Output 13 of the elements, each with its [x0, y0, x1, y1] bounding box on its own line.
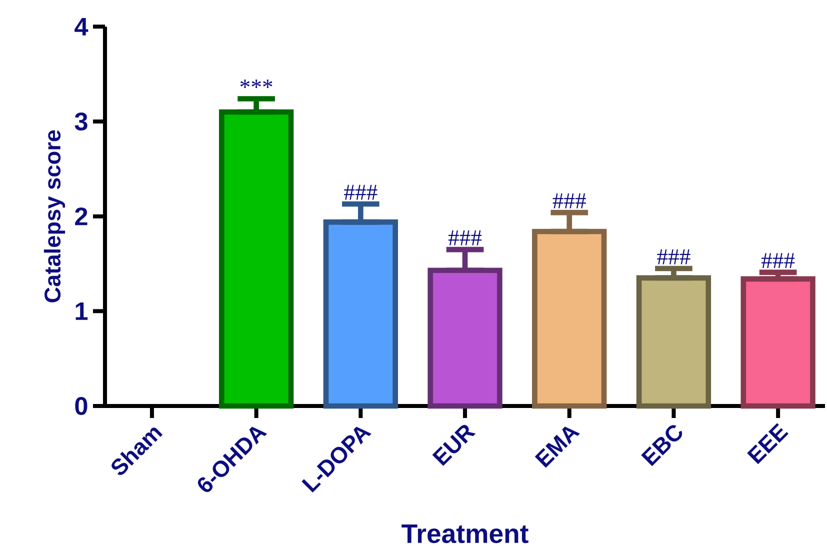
- y-tick-label: 2: [75, 207, 88, 226]
- annotation: ###: [448, 230, 482, 246]
- y-axis-title: Catalepsy score: [44, 130, 66, 302]
- annotation: ###: [657, 249, 690, 264]
- y-tick-label: 1: [76, 302, 88, 320]
- annotation: ###: [761, 253, 795, 268]
- y-tick-label: 4: [74, 18, 88, 36]
- x-axis-title: Treatment: [402, 524, 528, 544]
- annotation: ###: [344, 184, 378, 200]
- y-tick-label: 0: [75, 397, 88, 415]
- y-tick-label: 3: [74, 112, 88, 130]
- annotation: ***: [240, 80, 272, 88]
- annotation: ###: [552, 193, 586, 208]
